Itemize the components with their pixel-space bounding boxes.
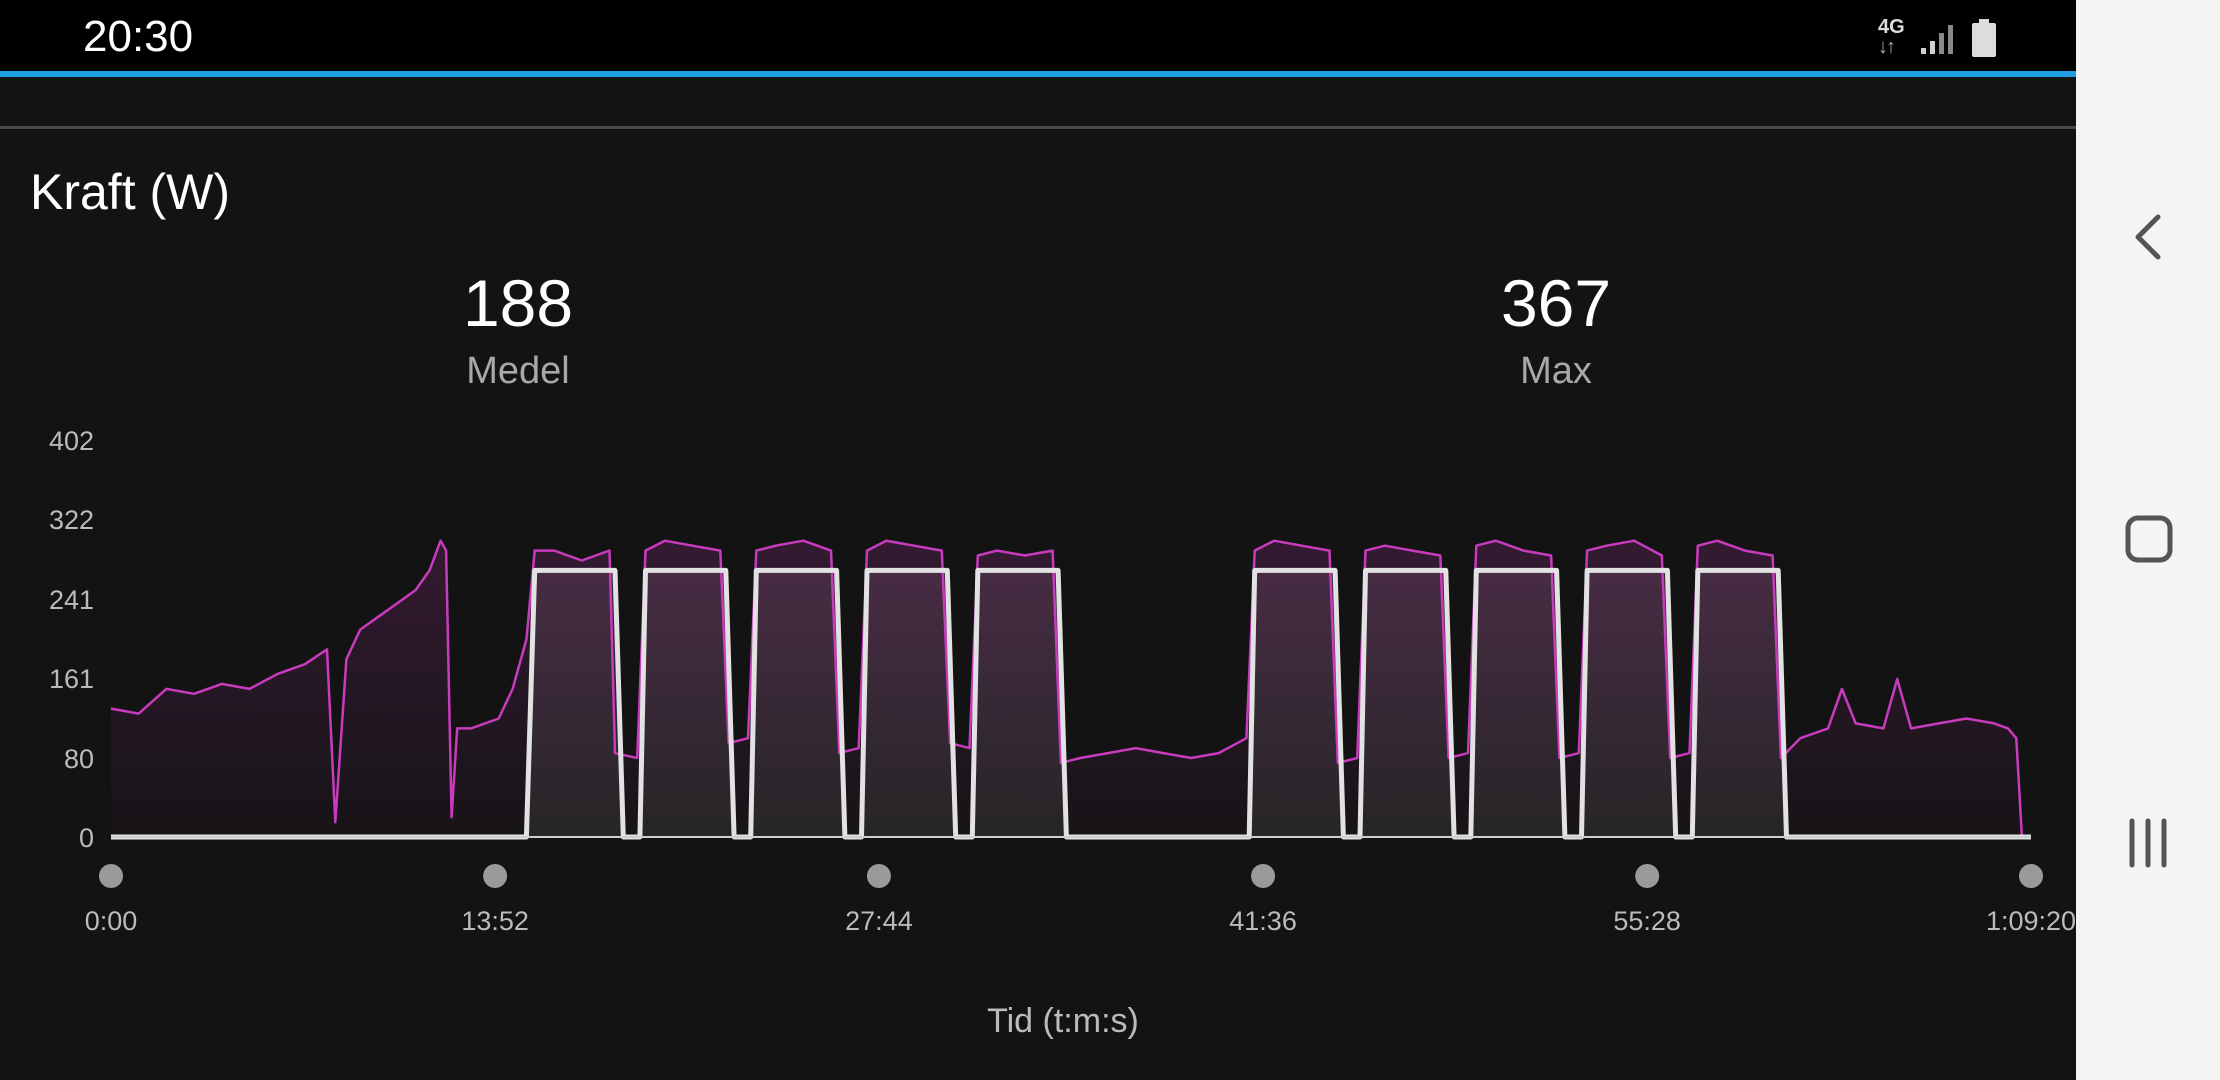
section-divider (0, 126, 2076, 129)
x-tick-label: 41:36 (1229, 906, 1297, 936)
average-power-label: Medel (466, 350, 570, 392)
back-icon[interactable] (2076, 177, 2220, 297)
x-tick-label: 13:52 (461, 906, 529, 936)
progress-accent-line (0, 71, 2076, 77)
status-clock: 20:30 (83, 12, 194, 61)
average-power-value: 188 (462, 266, 574, 340)
activity-power-screen: 20:30 4G ↓↑ Kraft (W) 188 Medel 367 Max … (0, 0, 2076, 1080)
x-axis-title: Tid (t:m:s) (987, 1002, 1139, 1040)
target-area (111, 570, 2031, 837)
network-type-label: 4G (1878, 16, 1905, 38)
x-tick-marker (1251, 864, 1276, 888)
x-tick-marker (1635, 864, 1660, 888)
battery-icon (1972, 19, 1996, 57)
signal-strength-icon (1921, 25, 1953, 54)
navigation-bar (2076, 0, 2220, 1080)
y-tick-label: 402 (49, 426, 94, 456)
x-tick-label: 55:28 (1613, 906, 1681, 936)
x-tick-label: 1:09:20 (1986, 906, 2076, 936)
y-tick-label: 161 (49, 664, 94, 694)
power-chart[interactable]: 402 322 241 161 80 0 0:00 13:52 27:44 41:36 55:28 1… (0, 410, 2076, 1080)
x-tick-label: 0:00 (85, 906, 138, 936)
chart-title: Kraft (W) (30, 164, 230, 220)
x-tick-marker (2019, 864, 2043, 888)
home-icon[interactable] (2076, 480, 2220, 600)
max-power-label: Max (1520, 350, 1592, 392)
status-bar: 20:30 4G ↓↑ (0, 0, 2076, 72)
data-activity-icon: ↓↑ (1878, 36, 1896, 58)
y-tick-label: 322 (49, 505, 94, 535)
y-tick-label: 0 (79, 823, 94, 853)
power-series-line (110, 539, 2024, 838)
y-tick-label: 80 (64, 744, 94, 774)
y-tick-label: 241 (49, 585, 94, 615)
x-tick-marker (99, 864, 123, 888)
max-power-value: 367 (1500, 266, 1612, 340)
x-tick-label: 27:44 (845, 906, 913, 936)
x-tick-marker (866, 864, 891, 888)
x-tick-marker (483, 864, 508, 888)
recent-apps-icon[interactable] (2076, 783, 2220, 903)
